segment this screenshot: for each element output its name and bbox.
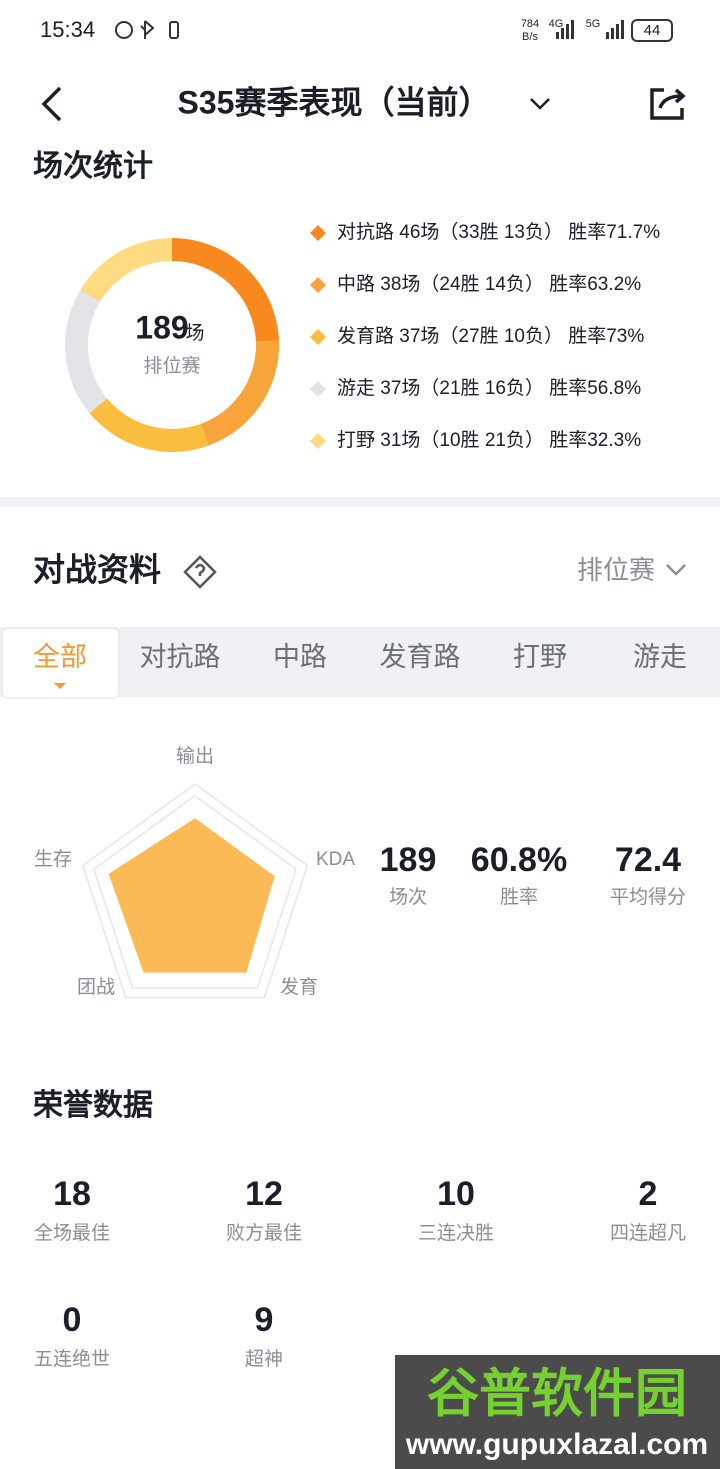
donut-segment: [65, 289, 108, 414]
stat-label: 场次: [389, 886, 427, 908]
donut-segment: [89, 398, 209, 452]
honor-value: 2: [639, 1175, 658, 1213]
net-type: 5G: [586, 18, 601, 30]
tabs: 全部 对抗路 中路 发育路 打野 游走: [33, 642, 687, 672]
mode-filter[interactable]: 排位赛: [577, 555, 655, 585]
radar-axis-label: KDA: [316, 849, 355, 870]
stat-label: 平均得分: [610, 886, 686, 908]
tab[interactable]: 对抗路: [140, 642, 221, 672]
signal-bars: [556, 20, 624, 39]
donut-segment: [200, 340, 279, 446]
legend-label: 对抗路 46场（33胜 13负） 胜率71.7%: [337, 221, 660, 243]
watermark-bg: [395, 1355, 720, 1469]
battery: [631, 19, 673, 42]
status-icons: [115, 20, 179, 39]
tab[interactable]: 游走: [633, 642, 687, 672]
section-title: 荣誉数据: [33, 1089, 153, 1122]
honor-label: 超神: [245, 1348, 283, 1370]
radar-axis-label: 发育: [280, 976, 318, 998]
honor-label: 五连绝世: [34, 1348, 110, 1370]
season-dropdown[interactable]: [530, 98, 550, 110]
donut-segment: [80, 238, 172, 302]
tab-bar: [0, 627, 720, 697]
legend-label: 中路 38场（24胜 14负） 胜率63.2%: [337, 273, 641, 295]
legend-marker: [310, 433, 326, 449]
tab[interactable]: 打野: [513, 642, 567, 672]
net-speed: 784: [521, 18, 539, 30]
status-time: 15:34: [40, 17, 95, 42]
honor-value: 10: [437, 1175, 475, 1213]
tab[interactable]: 中路: [273, 642, 327, 672]
watermark-name: 谷普软件园: [427, 1366, 687, 1424]
radar-area: [108, 818, 275, 973]
section-title: 场次统计: [33, 149, 153, 183]
honor-value: 9: [255, 1301, 274, 1339]
stats: 189 场次 60.8% 胜率 72.4 平均得分: [380, 841, 686, 908]
tab-active-bg: [1, 627, 120, 699]
section-title: 对战资料: [33, 551, 161, 587]
page-title[interactable]: S35赛季表现（当前）: [178, 84, 491, 120]
legend-marker: [310, 225, 326, 241]
honor-value: 18: [53, 1175, 91, 1213]
honor-label: 四连超凡: [610, 1222, 686, 1244]
stat-value: 72.4: [615, 841, 681, 879]
tab[interactable]: 发育路: [380, 642, 461, 672]
radar-axis-label: 输出: [176, 745, 214, 767]
honor-label: 三连决胜: [418, 1222, 494, 1244]
stat-value: 60.8%: [471, 841, 567, 879]
radar-axis-label: 团战: [77, 976, 115, 998]
legend-label: 发育路 37场（27胜 10负） 胜率73%: [337, 325, 644, 347]
radar-axis-label: 生存: [34, 848, 72, 870]
tab-indicator: [54, 683, 66, 689]
donut-total: 189: [135, 309, 188, 345]
battery-level: 44: [644, 22, 661, 39]
filter-chevron[interactable]: [666, 564, 686, 576]
donut-subtitle: 排位赛: [143, 355, 200, 377]
legend: 对抗路 46场（33胜 13负） 胜率71.7% 中路 38场（24胜 14负） …: [310, 221, 660, 451]
stat-label: 胜率: [500, 886, 538, 908]
radar-chart: 输出 KDA 发育 团战 生存: [34, 745, 355, 999]
back-button[interactable]: [41, 86, 62, 122]
honor-label: 全场最佳: [34, 1222, 110, 1244]
stat-value: 189: [380, 841, 437, 879]
net-type: 4G: [549, 18, 564, 30]
net-speed-unit: B/s: [522, 31, 538, 43]
radar-ring: [93, 794, 297, 989]
share-button[interactable]: [650, 88, 686, 120]
tab[interactable]: 全部: [33, 642, 87, 672]
legend-marker: [310, 329, 326, 345]
honor-value: 12: [245, 1175, 283, 1213]
legend-label: 游走 37场（21胜 16负） 胜率56.8%: [337, 377, 641, 399]
legend-label: 打野 31场（10胜 21负） 胜率32.3%: [337, 429, 641, 451]
donut-chart: [65, 238, 279, 452]
legend-marker: [310, 277, 326, 293]
donut-total-unit: 场: [185, 322, 204, 344]
help-icon[interactable]: [183, 555, 217, 589]
radar-ring: [81, 783, 309, 999]
honor-value: 0: [63, 1301, 82, 1339]
donut-segment: [172, 238, 279, 342]
legend-marker: [310, 381, 326, 397]
watermark-url: www.gupuxlazal.com: [405, 1428, 708, 1461]
honor-label: 败方最佳: [226, 1222, 302, 1244]
divider: [0, 497, 720, 507]
honors: 18 全场最佳 12 败方最佳 10 三连决胜 2 四连超凡 0 五连绝世 9 超神: [34, 1175, 686, 1370]
